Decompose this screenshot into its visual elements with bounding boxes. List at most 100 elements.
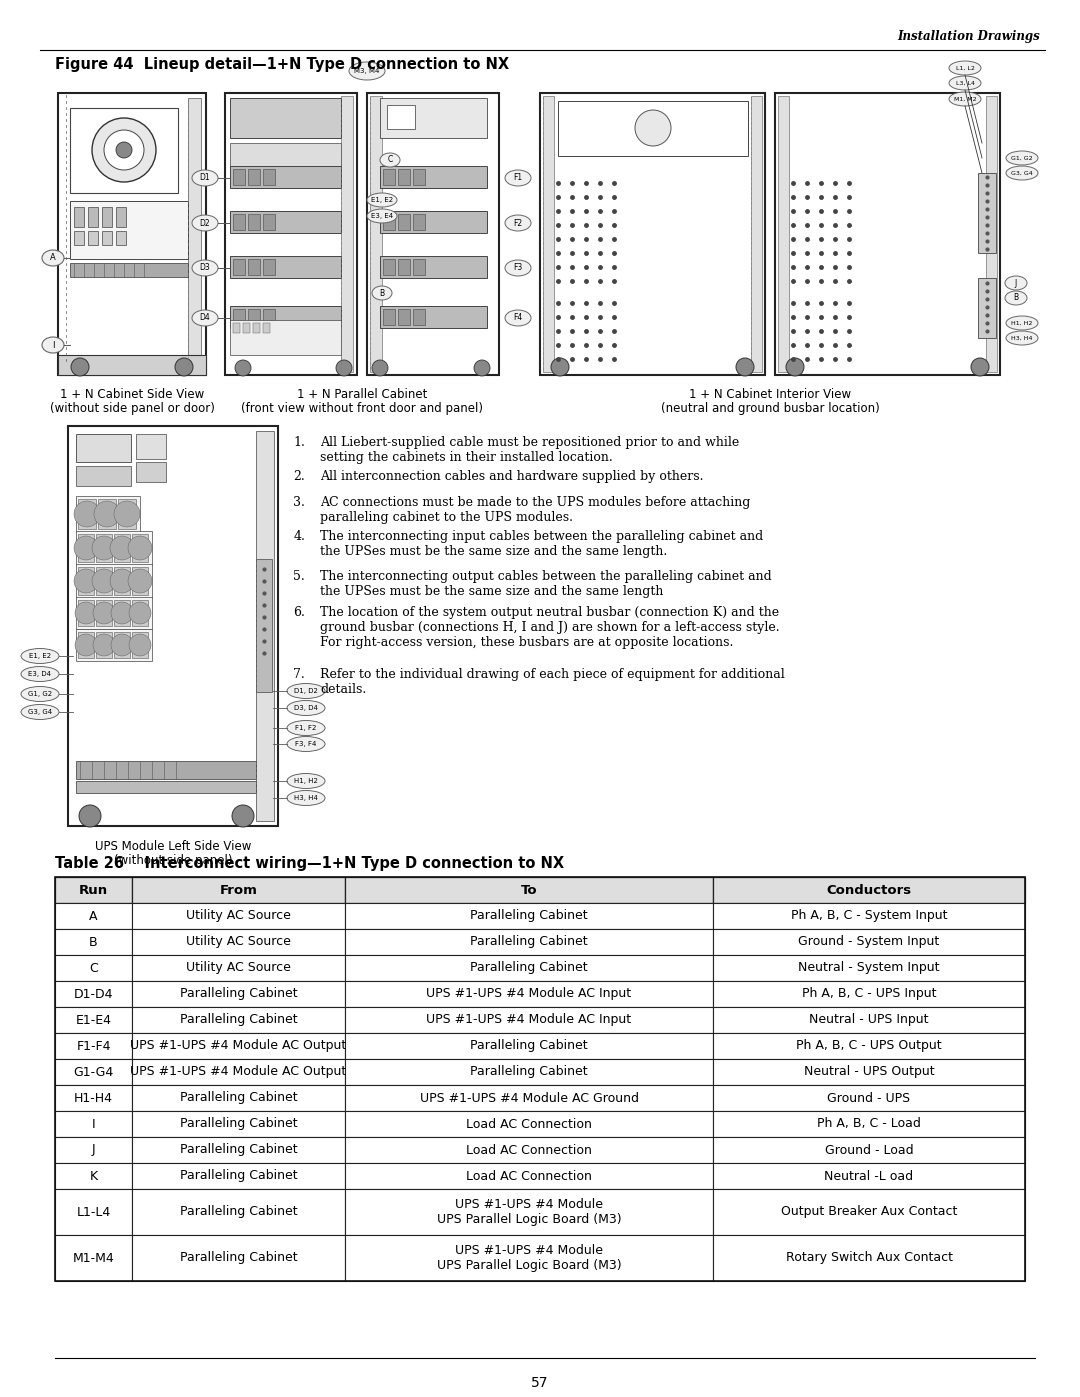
Bar (248, 214, 260, 231)
Text: L1, L2: L1, L2 (956, 66, 974, 70)
Text: D2: D2 (200, 218, 211, 228)
Bar (345, 1235, 713, 1281)
Bar (118, 499, 136, 529)
Bar (132, 877, 345, 902)
Bar (136, 462, 166, 482)
Bar (253, 323, 260, 332)
Bar (345, 1162, 713, 1189)
Bar (713, 1137, 1025, 1162)
Ellipse shape (372, 286, 392, 300)
Bar (58, 355, 206, 374)
Circle shape (110, 569, 134, 592)
Ellipse shape (349, 61, 384, 80)
Text: AC connections must be made to the UPS modules before attaching: AC connections must be made to the UPS m… (320, 496, 751, 509)
Bar (230, 98, 341, 138)
Text: E1, E2: E1, E2 (29, 652, 51, 659)
Bar (96, 534, 112, 562)
Text: UPS #1-UPS #4 Module AC Output: UPS #1-UPS #4 Module AC Output (131, 1039, 347, 1052)
Bar (248, 258, 260, 275)
Bar (55, 929, 132, 956)
Text: A: A (90, 909, 98, 922)
Text: UPS #1-UPS #4 Module AC Output: UPS #1-UPS #4 Module AC Output (131, 1066, 347, 1078)
Text: E1, E2: E1, E2 (370, 197, 393, 203)
Text: (without side panel): (without side panel) (113, 854, 232, 868)
Bar (713, 981, 1025, 1007)
Text: 2.: 2. (294, 469, 305, 483)
Ellipse shape (21, 666, 59, 682)
Bar (713, 1235, 1025, 1281)
Bar (248, 309, 260, 326)
Circle shape (75, 602, 97, 624)
Ellipse shape (287, 736, 325, 752)
Circle shape (114, 502, 140, 527)
Bar (230, 166, 341, 189)
Text: Refer to the individual drawing of each piece of equipment for additional: Refer to the individual drawing of each … (320, 668, 785, 680)
Text: Load AC Connection: Load AC Connection (467, 1169, 592, 1182)
Ellipse shape (380, 154, 400, 168)
Bar (114, 631, 130, 658)
Text: F1, F2: F1, F2 (295, 725, 316, 731)
Ellipse shape (287, 774, 325, 788)
Text: D1, D2: D1, D2 (294, 687, 318, 694)
Bar (230, 320, 341, 355)
Circle shape (111, 602, 133, 624)
Text: the UPSes must be the same size and the same length.: the UPSes must be the same size and the … (320, 545, 667, 557)
Bar (102, 207, 112, 226)
Ellipse shape (21, 648, 59, 664)
Bar (132, 534, 148, 562)
Bar (76, 531, 152, 564)
Text: Paralleling Cabinet: Paralleling Cabinet (470, 1066, 588, 1078)
Text: H3, H4: H3, H4 (294, 795, 318, 800)
Ellipse shape (949, 75, 981, 89)
Ellipse shape (287, 683, 325, 698)
Bar (55, 1059, 132, 1085)
Text: Paralleling Cabinet: Paralleling Cabinet (179, 988, 297, 1000)
Circle shape (474, 360, 490, 376)
Text: Neutral - UPS Output: Neutral - UPS Output (804, 1066, 934, 1078)
Bar (713, 1059, 1025, 1085)
Text: H3, H4: H3, H4 (1011, 335, 1032, 341)
Ellipse shape (949, 92, 981, 106)
Bar (76, 761, 256, 780)
Text: H1, H2: H1, H2 (294, 778, 318, 784)
Ellipse shape (21, 686, 59, 701)
Circle shape (93, 602, 114, 624)
Bar (345, 1189, 713, 1235)
Text: G1, G2: G1, G2 (1011, 155, 1032, 161)
Bar (233, 323, 240, 332)
Text: Utility AC Source: Utility AC Source (186, 936, 291, 949)
Bar (264, 214, 275, 231)
Text: Paralleling Cabinet: Paralleling Cabinet (179, 1206, 297, 1218)
Text: Ground - Load: Ground - Load (825, 1144, 914, 1157)
Text: Paralleling Cabinet: Paralleling Cabinet (470, 909, 588, 922)
Circle shape (79, 805, 102, 827)
Bar (55, 1007, 132, 1032)
Circle shape (635, 110, 671, 147)
Ellipse shape (949, 61, 981, 75)
Text: All Liebert-supplied cable must be repositioned prior to and while: All Liebert-supplied cable must be repos… (320, 436, 739, 448)
Bar (96, 599, 112, 626)
Bar (264, 169, 275, 184)
Circle shape (551, 358, 569, 376)
Text: Paralleling Cabinet: Paralleling Cabinet (179, 1013, 297, 1027)
Circle shape (786, 358, 804, 376)
Bar (188, 98, 201, 370)
Bar (380, 98, 487, 138)
Bar (380, 256, 487, 278)
Circle shape (75, 634, 97, 657)
Bar (978, 173, 996, 253)
Bar (55, 1162, 132, 1189)
Bar (76, 629, 152, 661)
Ellipse shape (287, 721, 325, 735)
Bar (345, 1137, 713, 1162)
Bar (114, 599, 130, 626)
Text: (front view without front door and panel): (front view without front door and panel… (241, 402, 483, 415)
Bar (383, 169, 395, 184)
Circle shape (110, 536, 134, 560)
Text: G1-G4: G1-G4 (73, 1066, 113, 1078)
Text: UPS #1-UPS #4 Module: UPS #1-UPS #4 Module (455, 1243, 603, 1257)
Bar (248, 169, 260, 184)
Circle shape (92, 536, 116, 560)
Bar (264, 258, 275, 275)
Text: UPS Parallel Logic Board (M3): UPS Parallel Logic Board (M3) (436, 1213, 621, 1227)
